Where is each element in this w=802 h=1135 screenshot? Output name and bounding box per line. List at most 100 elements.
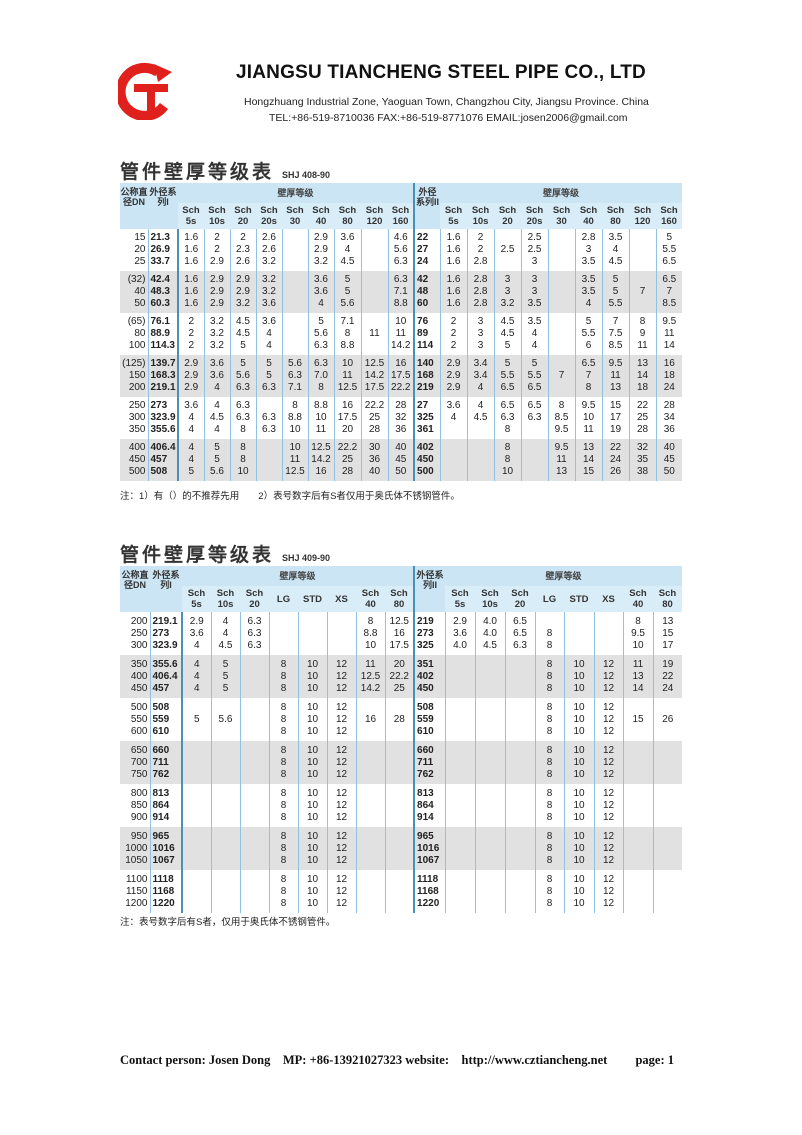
cell-value xyxy=(386,898,414,910)
cell-value: 14 xyxy=(663,340,675,351)
cell-value: 12 xyxy=(335,799,348,811)
cell-value: 6.5 xyxy=(527,400,542,411)
cell-value: 2.8 xyxy=(473,256,488,267)
thickness-cell: 2.9 2.9 3.2 xyxy=(229,271,256,313)
cell-value: 8 xyxy=(546,701,553,713)
cell-value: 40 xyxy=(663,442,675,453)
cell-value: 864 xyxy=(152,799,170,811)
cell-value: 4.5 xyxy=(500,316,515,327)
cell-value: 3 xyxy=(531,274,538,285)
table2-title-text: 管件壁厚等级表 xyxy=(120,545,275,566)
cell-value: 26.9 xyxy=(150,244,170,255)
cell-value: 11 xyxy=(395,328,406,339)
od-cell: 21.3 26.9 33.7 xyxy=(147,229,178,271)
cell-value xyxy=(624,702,653,714)
cell-value: 10 xyxy=(573,787,585,799)
thickness-cell: 2.5 2.5 3 xyxy=(520,229,549,271)
thickness-cell: 12 12 12 xyxy=(326,784,356,827)
cell-value xyxy=(595,628,623,640)
cell-value: 11 xyxy=(342,370,353,381)
cell-value xyxy=(476,757,505,769)
cell-value xyxy=(241,714,269,726)
table1-code: SHJ 408-90 xyxy=(282,170,331,180)
cell-value xyxy=(522,442,548,454)
cell-value xyxy=(446,659,475,671)
cell-value xyxy=(357,726,385,738)
thickness-cell xyxy=(474,741,506,784)
cell-value xyxy=(386,886,414,898)
cell-value: 273 xyxy=(150,400,168,411)
thickness-cell: 40 45 50 xyxy=(387,439,415,481)
cell-value: 16 xyxy=(663,358,675,369)
cell-value: 500 xyxy=(130,701,148,713)
cell-value: 12 xyxy=(335,744,348,756)
cell-value: 4.0 xyxy=(483,615,497,627)
cell-value xyxy=(241,769,269,781)
cell-value: 350 xyxy=(128,424,146,435)
cell-value: 2 xyxy=(214,244,220,255)
cell-value: 4.0 xyxy=(453,639,467,651)
website-label: website: xyxy=(405,1053,449,1067)
cell-value: 6.5 xyxy=(662,256,677,267)
wall-thickness-table-shj408: 公称直径DN 外径系列I 壁厚等级 外径系列II 壁厚等级 Sch 5s Sch 10s Sc… xyxy=(120,183,683,481)
cell-value xyxy=(183,855,211,867)
thickness-cell xyxy=(622,870,654,913)
cell-value: 5.6 xyxy=(314,328,328,339)
cell-value xyxy=(536,616,564,628)
company-logo xyxy=(118,62,172,120)
cell-value xyxy=(476,831,505,843)
cell-value: 2.6 xyxy=(262,244,276,255)
cell-value: 14.2 xyxy=(311,454,331,465)
schedule-header: XS xyxy=(594,586,624,612)
cell-value: 1016 xyxy=(152,842,175,854)
cell-value: 5 xyxy=(344,274,351,285)
table-row-group: 1100 1150 1200 1118 1168 1220 8 8 8 10 10 10 12 12 12 1… xyxy=(120,870,683,913)
cell-value xyxy=(476,769,505,781)
cell-value: 450 xyxy=(130,682,148,694)
cell-value xyxy=(506,683,535,695)
cell-value xyxy=(212,769,240,781)
cell-value: 8.5 xyxy=(608,340,623,351)
cell-value xyxy=(549,256,575,268)
cell-value: 4 xyxy=(193,658,200,670)
cell-value: 17 xyxy=(662,639,674,651)
thickness-cell xyxy=(444,741,476,784)
thickness-cell: 6.3 6.3 8 xyxy=(229,397,256,439)
cell-value xyxy=(183,886,211,898)
cell-value: 11 xyxy=(583,424,594,435)
cell-value: 2.9 xyxy=(210,256,224,267)
thickness-cell xyxy=(210,741,240,784)
cell-value: 2.9 xyxy=(184,370,199,381)
od-cell: 76.1 88.9 114.3 xyxy=(147,313,178,355)
thickness-cell: 12 12 12 xyxy=(593,698,624,741)
cell-value xyxy=(506,714,535,726)
cell-value xyxy=(241,831,269,843)
thickness-cell: 10 10 10 xyxy=(563,698,595,741)
cell-value xyxy=(522,424,548,436)
cell-value: 9.5 xyxy=(554,424,569,435)
thickness-cell xyxy=(239,655,269,698)
cell-value xyxy=(441,424,467,436)
thickness-cell: 15 17 19 xyxy=(601,397,630,439)
thickness-cell xyxy=(360,271,388,313)
website-link[interactable]: http://www.cztiancheng.net xyxy=(461,1053,608,1067)
thickness-cell: 32 35 38 xyxy=(628,439,657,481)
cell-value xyxy=(446,683,475,695)
cell-value: 5 xyxy=(585,316,592,327)
cell-value xyxy=(212,855,240,867)
cell-value xyxy=(476,812,505,824)
cell-value: 50 xyxy=(395,466,407,477)
cell-value: 28 xyxy=(393,713,405,725)
thickness-cell: 10 10 10 xyxy=(297,698,327,741)
cell-value xyxy=(357,757,385,769)
cell-value: 8 xyxy=(280,768,287,780)
schedule-header: Sch 20 xyxy=(505,586,536,612)
thickness-cell xyxy=(504,784,536,827)
cell-value xyxy=(183,702,211,714)
cell-value xyxy=(241,812,269,824)
